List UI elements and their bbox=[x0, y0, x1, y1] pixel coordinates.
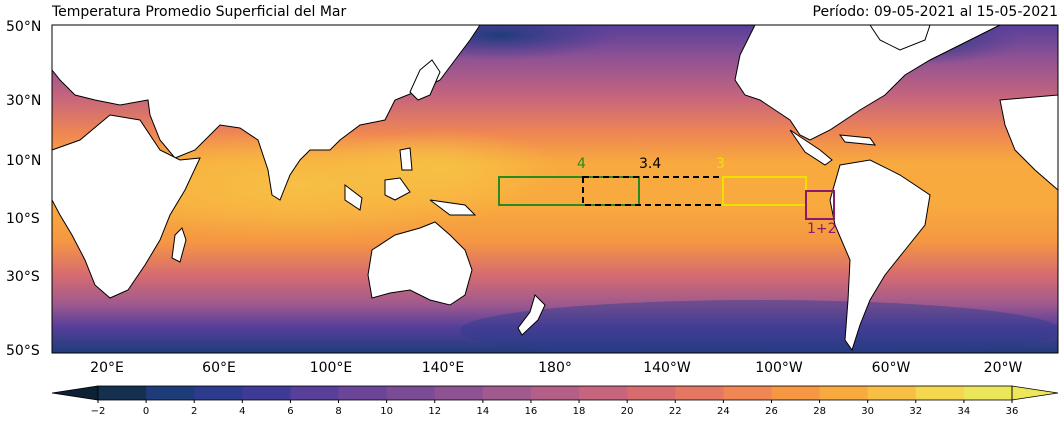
colorbar-segment bbox=[290, 386, 340, 400]
colorbar-frame bbox=[97, 385, 1013, 401]
lat-label: 30°N bbox=[6, 93, 42, 109]
colorbar-segment bbox=[675, 386, 724, 400]
colorbar-tick-label: 22 bbox=[668, 406, 682, 417]
colorbar-segment bbox=[819, 386, 869, 400]
colorbar-tick-label: 16 bbox=[524, 406, 538, 417]
colorbar-segment bbox=[194, 386, 243, 400]
colorbar-tick-label: 12 bbox=[428, 406, 442, 417]
colorbar-extend-low bbox=[51, 385, 99, 401]
nino-3-label: 3 bbox=[716, 156, 725, 172]
colorbar-segment bbox=[434, 386, 484, 400]
colorbar-tick-label: 32 bbox=[909, 406, 923, 417]
colorbar-segment bbox=[242, 386, 291, 400]
colorbar-tick-label: 8 bbox=[335, 406, 342, 417]
colorbar-tick-label: 36 bbox=[1005, 406, 1019, 417]
lon-label: 140°E bbox=[421, 360, 465, 376]
lat-label: 10°S bbox=[6, 211, 40, 227]
japan bbox=[409, 59, 441, 101]
colorbar-segment bbox=[530, 386, 580, 400]
colorbar-segment bbox=[627, 386, 676, 400]
nino-4-label: 4 bbox=[577, 156, 586, 172]
colorbar-tick-label: 30 bbox=[861, 406, 875, 417]
lon-label: 20°E bbox=[90, 360, 124, 376]
colorbar-segment bbox=[98, 386, 147, 400]
lat-label: 50°N bbox=[6, 19, 42, 35]
colorbar-segment bbox=[867, 386, 917, 400]
colorbar-segment bbox=[723, 386, 772, 400]
colorbar bbox=[51, 385, 1059, 403]
lon-label: 60°W bbox=[871, 360, 911, 376]
colorbar-segment bbox=[771, 386, 821, 400]
nino-4-box bbox=[498, 176, 640, 206]
nino-34-label: 3.4 bbox=[639, 156, 661, 172]
lon-label: 20°W bbox=[983, 360, 1023, 376]
africa-landmass bbox=[51, 114, 201, 299]
colorbar-extend-high bbox=[1011, 385, 1059, 401]
lon-label: 140°W bbox=[643, 360, 691, 376]
colorbar-tick-label: 34 bbox=[957, 406, 971, 417]
period-label: Período: 09-05-2021 al 15-05-2021 bbox=[812, 4, 1058, 20]
colorbar-tick-label: 20 bbox=[620, 406, 634, 417]
colorbar-segment bbox=[482, 386, 532, 400]
sumatra bbox=[344, 183, 363, 211]
lon-label: 180° bbox=[538, 360, 572, 376]
lat-label: 10°N bbox=[6, 153, 42, 169]
colorbar-tick-label: 10 bbox=[380, 406, 393, 417]
cuba bbox=[838, 134, 877, 146]
colorbar-tick-label: 14 bbox=[476, 406, 490, 417]
map-title: Temperatura Promedio Superficial del Mar bbox=[52, 4, 347, 20]
colorbar-tick-label: 18 bbox=[572, 406, 586, 417]
borneo bbox=[384, 177, 411, 201]
colorbar-tick-label: 28 bbox=[813, 406, 826, 417]
colorbar-segment bbox=[338, 386, 388, 400]
north-america-landmass bbox=[734, 24, 1001, 141]
australia-landmass bbox=[367, 221, 473, 306]
colorbar-tick-label: 4 bbox=[239, 406, 246, 417]
colorbar-segment bbox=[963, 386, 1013, 400]
nino-12-label: 1+2 bbox=[807, 221, 837, 237]
land-masses bbox=[51, 24, 1059, 352]
nino-12-box bbox=[805, 190, 835, 220]
philippines bbox=[399, 147, 413, 171]
lon-label: 60°E bbox=[202, 360, 236, 376]
colorbar-tick-label: −2 bbox=[90, 406, 106, 417]
lon-label: 100°W bbox=[755, 360, 803, 376]
colorbar-segment bbox=[915, 386, 965, 400]
colorbar-segment bbox=[386, 386, 436, 400]
map-frame bbox=[51, 24, 1059, 354]
colorbar-tick-label: 0 bbox=[142, 406, 150, 417]
colorbar-tick-label: 2 bbox=[191, 406, 198, 417]
nino-regions bbox=[498, 176, 835, 220]
lat-label: 30°S bbox=[6, 269, 40, 285]
new-zealand bbox=[517, 294, 546, 336]
madagascar bbox=[171, 227, 187, 263]
lon-label: 100°E bbox=[309, 360, 353, 376]
colorbar-tick-label: 24 bbox=[716, 406, 730, 417]
new-guinea bbox=[429, 199, 477, 216]
colorbar-segment bbox=[579, 386, 628, 400]
colorbar-tick-label: 6 bbox=[287, 406, 294, 417]
central-america bbox=[789, 129, 833, 166]
lat-label: 50°S bbox=[6, 343, 40, 359]
south-america-landmass bbox=[829, 159, 931, 352]
colorbar-tick-label: 26 bbox=[765, 406, 778, 417]
colorbar-segment bbox=[146, 386, 195, 400]
